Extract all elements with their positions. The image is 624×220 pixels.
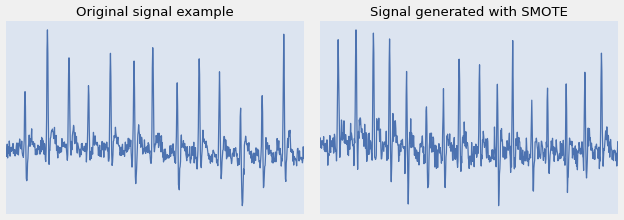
Title: Signal generated with SMOTE: Signal generated with SMOTE bbox=[371, 6, 568, 18]
Title: Original signal example: Original signal example bbox=[76, 6, 233, 18]
